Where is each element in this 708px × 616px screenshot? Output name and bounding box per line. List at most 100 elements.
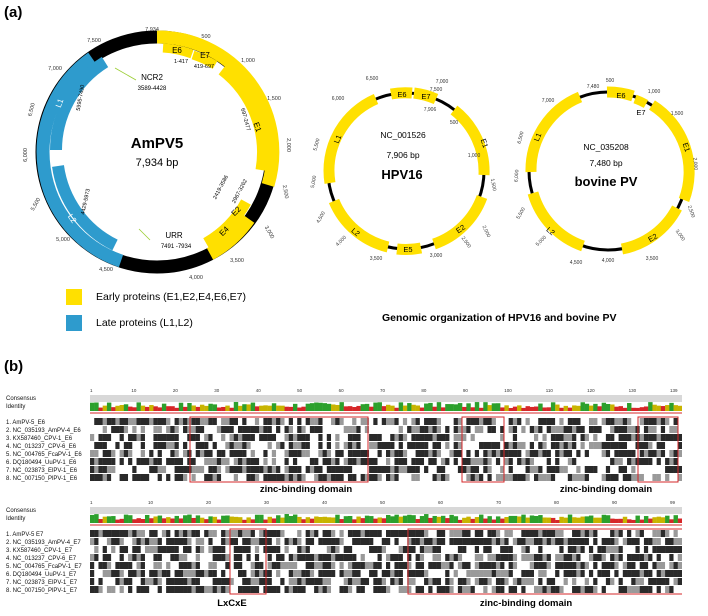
e6-residue-cell [106,466,112,473]
e6-residue-cell [318,442,323,449]
e7-residue-cell [322,530,327,537]
e6-residue-cell [187,434,192,441]
e6-residue-cell [665,458,670,465]
e6-residue-cell [398,450,404,457]
e6-identity-bar [436,402,442,411]
e7-residue-cell [347,546,353,553]
e6-residue-cell [521,426,526,433]
e7-residue-cell [618,554,623,561]
e7-residue-cell [115,578,120,585]
e6-residue-cell [436,434,442,441]
e6-residue-cell [673,434,678,441]
e7-residue-cell [144,586,150,593]
e6-identity-bar [555,404,560,411]
e7-residue-cell [474,586,480,593]
e6-residue-cell [233,418,239,425]
e6-residue-cell [381,474,387,481]
e6-residue-cell [136,426,141,433]
e7-residue-cell [491,538,497,545]
e6-residue-cell [216,418,222,425]
hpv16-tick: 6,500 [366,76,379,82]
e7-residue-cell [508,562,514,569]
e6-residue-cell [424,466,429,473]
e6-residue-cell [643,418,649,425]
e6-residue-cell [440,442,446,449]
e6-residue-cell [199,426,205,433]
e7-residue-cell [233,570,239,577]
e7-residue-cell [331,578,336,585]
e7-residue-cell [347,562,353,569]
e6-residue-cell [398,474,404,481]
e6-identity-bar [187,402,192,411]
e6-residue-cell [491,474,497,481]
e7-residue-cell [665,530,670,537]
e7-residue-cell [419,546,425,553]
e7-residue-cell [457,538,463,545]
e7-residue-cell [115,554,120,561]
e6-residue-cell [347,450,353,457]
e7-residue-cell [322,570,327,577]
e6-residue-cell [576,434,581,441]
e7-residue-cell [643,546,649,553]
e7-residue-cell [534,538,539,545]
e6-residue-cell [98,418,103,425]
e7-residue-cell [297,570,302,577]
e6-residue-cell [233,458,239,465]
e7-residue-cell [136,578,141,585]
e6-identity-bar [263,405,268,411]
e6-residue-cell [411,450,416,457]
e7-residue-cell [267,538,273,545]
e7-residue-cell [643,570,649,577]
e7-residue-cell [398,578,404,585]
e6-residue-cell [183,426,188,433]
e6-residue-cell [605,418,611,425]
e6-residue-cell [356,442,361,449]
e7-residue-cell [656,530,662,537]
e7-residue-cell [445,546,450,553]
e7-identity-bar [542,517,547,523]
e7-residue-cell [449,538,454,545]
e7-residue-cell [635,554,640,561]
e7-residue-cell [470,570,475,577]
e6-residue-cell [398,442,404,449]
e7-row-name: 3. KX587460_CPV-1_E7 [6,548,73,554]
e7-residue-cell [170,578,175,585]
e6-residue-cell [386,434,391,441]
e6-residue-cell [411,466,416,473]
e7-residue-cell [407,554,412,561]
e7-residue-cell [627,530,632,537]
e6-residue-cell [622,450,628,457]
e6-residue-cell [386,458,391,465]
e7-residue-cell [229,570,234,577]
e7-residue-cell [534,562,539,569]
e6-identity-bar [183,406,188,411]
e6-residue-cell [106,474,112,481]
e6-ruler-tick: 139 [670,388,678,393]
e7-identity-bar [183,515,188,523]
e6-residue-cell [593,418,598,425]
e6-residue-cell [352,450,357,457]
e7-residue-cell [216,546,222,553]
e7-identity-bar [538,515,543,523]
e7-identity-bar [415,519,421,523]
e6-residue-cell [309,458,315,465]
e6-residue-cell [157,434,163,441]
e6-identity-bar [157,407,163,411]
e6-identity-bar [140,405,146,411]
e6-residue-cell [373,450,378,457]
e6-residue-cell [538,418,543,425]
bovine-name: bovine PV [575,174,638,189]
e7-residue-cell [402,586,408,593]
e6-residue-cell [555,426,560,433]
e6-residue-cell [94,450,99,457]
e7-identity-bar [94,514,99,523]
e6-residue-cell [576,418,581,425]
e6-residue-cell [212,450,218,457]
hpv16-tick: 7,500 [430,87,443,93]
e7-residue-cell [542,562,547,569]
e6-identity-bar [491,403,497,411]
e7-residue-cell [610,546,615,553]
e6-residue-cell [386,418,391,425]
e7-residue-cell [208,562,213,569]
e7-identity-bar [352,519,357,523]
